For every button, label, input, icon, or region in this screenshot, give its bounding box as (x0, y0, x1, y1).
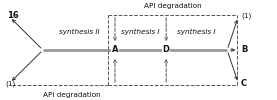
Text: synthesis II: synthesis II (59, 29, 99, 35)
Text: A: A (112, 46, 118, 54)
Text: API degradation: API degradation (42, 92, 100, 98)
Text: C: C (241, 80, 247, 88)
Text: synthesis I: synthesis I (121, 29, 160, 35)
Text: synthesis I: synthesis I (178, 29, 216, 35)
Text: B: B (241, 46, 247, 54)
Text: API degradation: API degradation (143, 3, 201, 9)
Text: D: D (163, 46, 170, 54)
Text: 16: 16 (7, 10, 19, 20)
Text: (1): (1) (241, 13, 251, 19)
Text: (1): (1) (6, 81, 16, 87)
